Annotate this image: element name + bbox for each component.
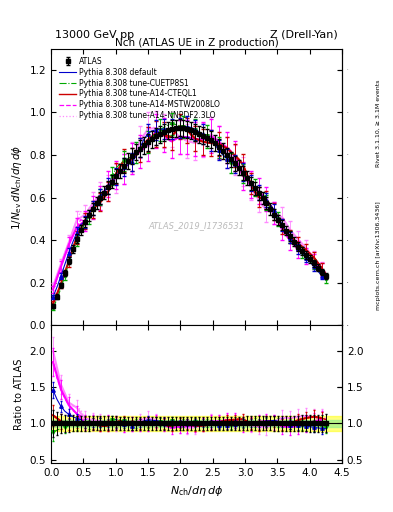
Pythia 8.308 tune-A14-MSTW2008LO bbox=[323, 270, 328, 276]
Bar bbox=[51, 416, 342, 431]
Pythia 8.308 tune-A14-NNPDF2.3LO bbox=[134, 147, 138, 153]
Pythia 8.308 default bbox=[185, 123, 190, 130]
Pythia 8.308 tune-A14-CTEQL1 bbox=[181, 123, 186, 129]
Pythia 8.308 tune-A14-CTEQL1 bbox=[288, 233, 292, 240]
Pythia 8.308 tune-A14-NNPDF2.3LO bbox=[114, 176, 119, 182]
Pythia 8.308 tune-CUETP8S1 bbox=[323, 275, 328, 282]
Pythia 8.308 tune-A14-NNPDF2.3LO bbox=[51, 283, 55, 289]
Pythia 8.308 default bbox=[205, 134, 209, 140]
Pythia 8.308 tune-A14-MSTW2008LO bbox=[288, 238, 292, 244]
Pythia 8.308 tune-A14-CTEQL1 bbox=[51, 301, 55, 307]
Pythia 8.308 default bbox=[323, 276, 328, 283]
Pythia 8.308 default bbox=[86, 211, 91, 218]
Y-axis label: $1/N_{\rm ev}\,dN_{\rm ch}/d\eta\,d\phi$: $1/N_{\rm ev}\,dN_{\rm ch}/d\eta\,d\phi$ bbox=[10, 144, 24, 229]
Pythia 8.308 tune-CUETP8S1 bbox=[169, 121, 174, 127]
Pythia 8.308 tune-A14-NNPDF2.3LO bbox=[86, 206, 91, 212]
Pythia 8.308 tune-A14-MSTW2008LO bbox=[157, 128, 162, 134]
Pythia 8.308 tune-CUETP8S1 bbox=[205, 133, 209, 139]
Pythia 8.308 tune-A14-MSTW2008LO bbox=[284, 232, 288, 239]
Pythia 8.308 tune-CUETP8S1 bbox=[134, 150, 138, 156]
Line: Pythia 8.308 tune-A14-MSTW2008LO: Pythia 8.308 tune-A14-MSTW2008LO bbox=[53, 131, 326, 289]
Text: Rivet 3.1.10, ≥ 3.1M events: Rivet 3.1.10, ≥ 3.1M events bbox=[376, 79, 380, 166]
Pythia 8.308 tune-A14-MSTW2008LO bbox=[205, 134, 209, 140]
Line: Pythia 8.308 tune-A14-NNPDF2.3LO: Pythia 8.308 tune-A14-NNPDF2.3LO bbox=[53, 127, 326, 286]
Line: Pythia 8.308 default: Pythia 8.308 default bbox=[53, 126, 326, 297]
Pythia 8.308 tune-A14-NNPDF2.3LO bbox=[323, 269, 328, 275]
Pythia 8.308 tune-A14-CTEQL1 bbox=[114, 170, 119, 176]
Legend: ATLAS, Pythia 8.308 default, Pythia 8.308 tune-CUETP8S1, Pythia 8.308 tune-A14-C: ATLAS, Pythia 8.308 default, Pythia 8.30… bbox=[58, 55, 222, 122]
Bar bbox=[51, 420, 342, 427]
Pythia 8.308 tune-A14-NNPDF2.3LO bbox=[288, 227, 292, 233]
Pythia 8.308 tune-A14-NNPDF2.3LO bbox=[205, 133, 209, 139]
Pythia 8.308 tune-CUETP8S1 bbox=[284, 228, 288, 234]
Pythia 8.308 default bbox=[51, 294, 55, 300]
X-axis label: $N_{\rm ch}/d\eta\,d\phi$: $N_{\rm ch}/d\eta\,d\phi$ bbox=[170, 484, 223, 498]
Text: ATLAS_2019_I1736531: ATLAS_2019_I1736531 bbox=[149, 221, 244, 230]
Pythia 8.308 tune-CUETP8S1 bbox=[86, 214, 91, 220]
Pythia 8.308 tune-A14-CTEQL1 bbox=[323, 270, 328, 276]
Line: Pythia 8.308 tune-A14-CTEQL1: Pythia 8.308 tune-A14-CTEQL1 bbox=[53, 126, 326, 304]
Pythia 8.308 tune-A14-CTEQL1 bbox=[284, 229, 288, 236]
Pythia 8.308 tune-A14-NNPDF2.3LO bbox=[149, 124, 154, 130]
Pythia 8.308 tune-A14-CTEQL1 bbox=[205, 140, 209, 146]
Text: Z (Drell-Yan): Z (Drell-Yan) bbox=[270, 30, 338, 40]
Pythia 8.308 tune-A14-MSTW2008LO bbox=[114, 172, 119, 178]
Pythia 8.308 default bbox=[134, 153, 138, 159]
Pythia 8.308 tune-CUETP8S1 bbox=[114, 165, 119, 171]
Pythia 8.308 tune-A14-NNPDF2.3LO bbox=[284, 221, 288, 227]
Text: mcplots.cern.ch [arXiv:1306.3436]: mcplots.cern.ch [arXiv:1306.3436] bbox=[376, 202, 380, 310]
Pythia 8.308 tune-A14-CTEQL1 bbox=[134, 154, 138, 160]
Y-axis label: Ratio to ATLAS: Ratio to ATLAS bbox=[14, 358, 24, 430]
Pythia 8.308 default bbox=[114, 173, 119, 179]
Pythia 8.308 tune-CUETP8S1 bbox=[288, 233, 292, 240]
Line: Pythia 8.308 tune-CUETP8S1: Pythia 8.308 tune-CUETP8S1 bbox=[53, 124, 326, 308]
Pythia 8.308 tune-A14-MSTW2008LO bbox=[134, 151, 138, 157]
Title: Nch (ATLAS UE in Z production): Nch (ATLAS UE in Z production) bbox=[115, 38, 278, 48]
Text: 13000 GeV pp: 13000 GeV pp bbox=[55, 30, 134, 40]
Pythia 8.308 tune-A14-CTEQL1 bbox=[86, 211, 91, 218]
Pythia 8.308 default bbox=[284, 228, 288, 234]
Pythia 8.308 tune-A14-MSTW2008LO bbox=[86, 211, 91, 217]
Pythia 8.308 default bbox=[288, 235, 292, 241]
Pythia 8.308 tune-CUETP8S1 bbox=[51, 305, 55, 311]
Pythia 8.308 tune-A14-MSTW2008LO bbox=[51, 286, 55, 292]
